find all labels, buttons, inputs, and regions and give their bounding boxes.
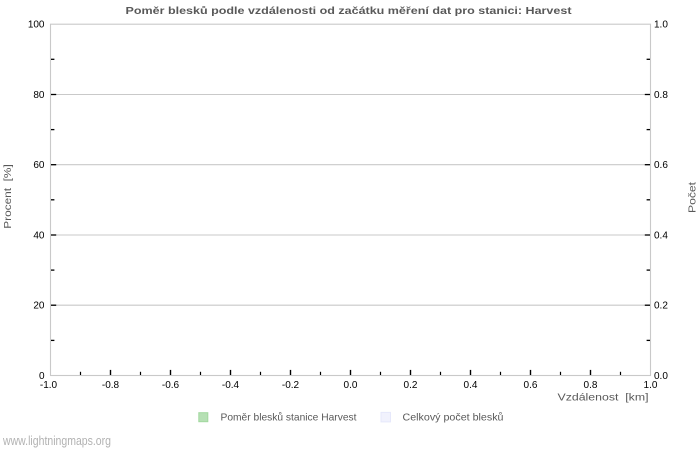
svg-text:0.6: 0.6	[524, 380, 538, 391]
svg-text:Procent [%]: Procent [%]	[2, 164, 14, 229]
svg-text:1.0: 1.0	[644, 380, 658, 391]
svg-text:-0.8: -0.8	[102, 380, 120, 391]
svg-text:Počet: Počet	[687, 182, 699, 213]
svg-text:0.8: 0.8	[584, 380, 598, 391]
svg-text:-0.6: -0.6	[162, 380, 180, 391]
svg-text:20: 20	[33, 301, 45, 312]
svg-text:0.6: 0.6	[654, 160, 668, 171]
svg-text:100: 100	[28, 20, 45, 31]
svg-text:www.lightningmaps.org: www.lightningmaps.org	[2, 433, 111, 448]
svg-text:40: 40	[33, 230, 45, 241]
svg-text:-0.4: -0.4	[222, 380, 240, 391]
svg-text:-0.2: -0.2	[282, 380, 300, 391]
svg-text:0.0: 0.0	[654, 371, 668, 382]
svg-text:0.4: 0.4	[654, 230, 668, 241]
svg-text:Poměr blesků podle vzdálenosti: Poměr blesků podle vzdálenosti od začátk…	[126, 5, 573, 17]
svg-text:0.2: 0.2	[404, 380, 418, 391]
svg-text:Poměr blesků stanice Harvest: Poměr blesků stanice Harvest	[221, 412, 357, 424]
svg-text:0.8: 0.8	[654, 90, 668, 101]
svg-text:Celkový počet blesků: Celkový počet blesků	[403, 412, 504, 424]
svg-text:0.4: 0.4	[464, 380, 478, 391]
svg-text:0: 0	[39, 371, 45, 382]
svg-text:60: 60	[33, 160, 45, 171]
svg-text:0.2: 0.2	[654, 301, 668, 312]
svg-text:80: 80	[33, 90, 45, 101]
svg-text:1.0: 1.0	[654, 20, 668, 31]
svg-text:-1.0: -1.0	[40, 380, 58, 391]
svg-text:0.0: 0.0	[344, 380, 358, 391]
svg-text:Vzdálenost [km]: Vzdálenost [km]	[558, 392, 649, 404]
